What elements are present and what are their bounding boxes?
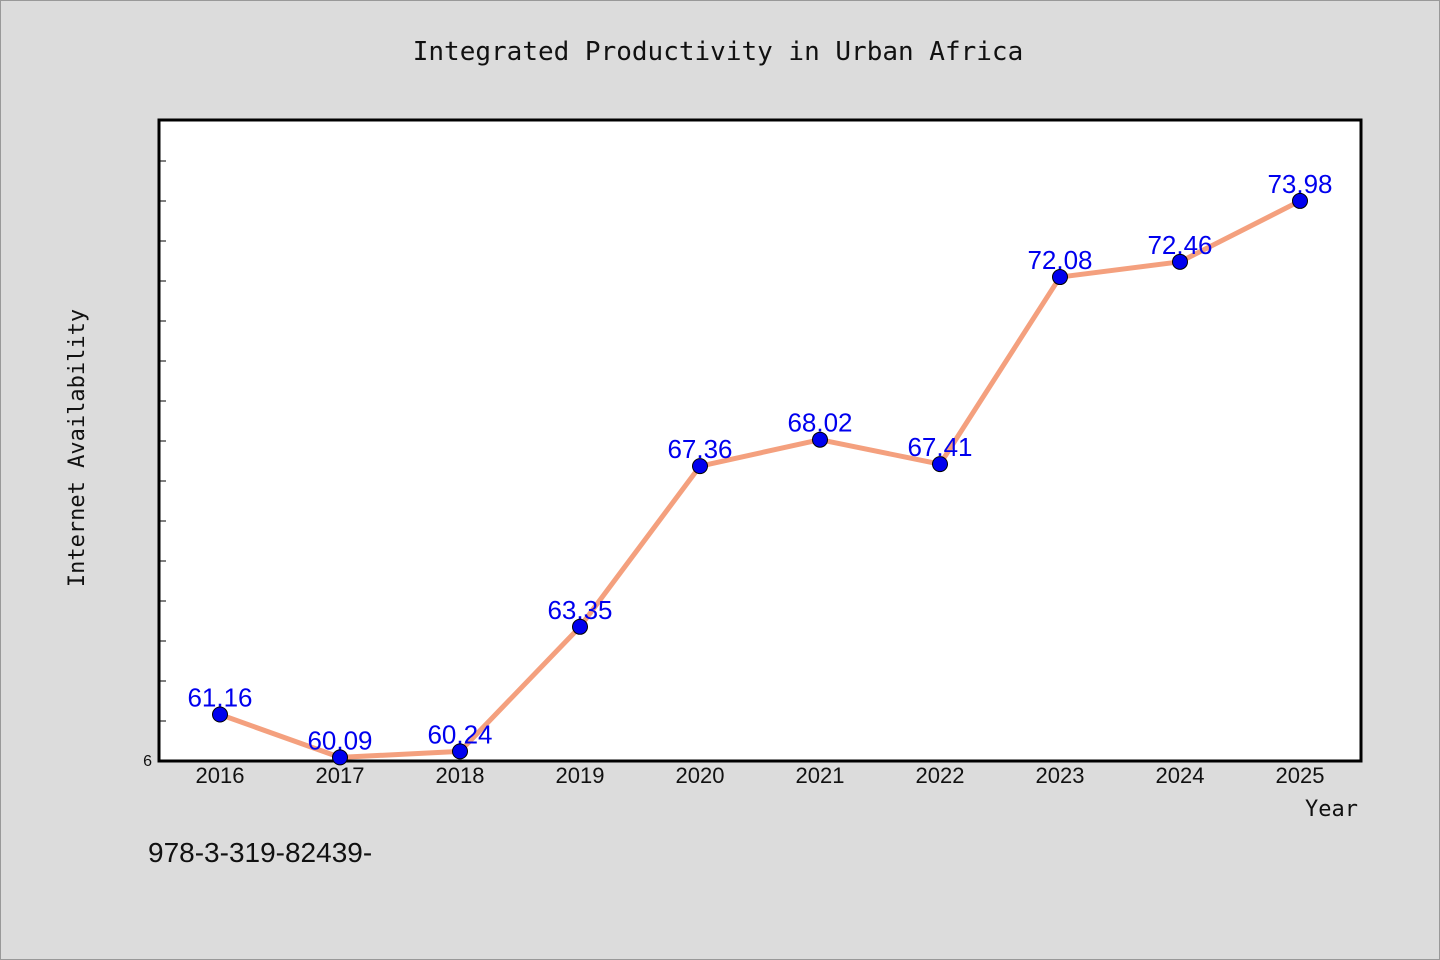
data-point <box>572 618 588 635</box>
x-tick-label: 2024 <box>1156 763 1205 788</box>
x-tick-label: 2019 <box>556 763 605 788</box>
data-point <box>812 431 828 448</box>
y-tick-label: 6 <box>143 753 152 770</box>
x-axis-label: Year <box>1305 797 1358 822</box>
data-point <box>212 706 228 723</box>
x-tick-label: 2025 <box>1276 763 1325 788</box>
data-point <box>332 749 348 766</box>
x-tick-label: 2018 <box>436 763 485 788</box>
footer-text: 978-3-319-82439- <box>148 837 372 868</box>
data-point <box>1052 269 1068 286</box>
x-tick-label: 2022 <box>916 763 965 788</box>
x-tick-label: 2023 <box>1036 763 1085 788</box>
data-point <box>1292 192 1308 209</box>
x-tick-label: 2016 <box>196 763 245 788</box>
x-tick-label: 2017 <box>316 763 365 788</box>
chart-title: Integrated Productivity in Urban Africa <box>413 37 1023 67</box>
y-axis-ticks <box>159 160 166 762</box>
x-tick-label: 2020 <box>676 763 725 788</box>
y-axis-label: Internet Availability <box>65 309 90 587</box>
x-tick-label: 2021 <box>796 763 845 788</box>
data-point <box>692 458 708 475</box>
data-point <box>1172 253 1188 270</box>
x-axis-tick-labels: 2016 2017 2018 2019 2020 2021 2022 2023 2024 2025 <box>196 763 1325 788</box>
data-point <box>932 456 948 473</box>
plot-area <box>157 118 1363 763</box>
data-point <box>452 743 468 760</box>
series-line <box>217 198 1303 760</box>
